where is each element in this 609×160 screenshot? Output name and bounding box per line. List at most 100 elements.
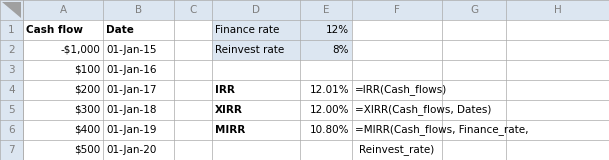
Bar xyxy=(352,80,442,100)
Bar xyxy=(442,120,506,140)
Text: =MIRR(Cash_flows, Finance_rate,: =MIRR(Cash_flows, Finance_rate, xyxy=(355,124,529,136)
Text: 10.80%: 10.80% xyxy=(309,125,349,135)
Bar xyxy=(103,20,174,40)
Text: Reinvest rate: Reinvest rate xyxy=(215,45,284,55)
Text: 12.01%: 12.01% xyxy=(309,85,349,95)
Text: $500: $500 xyxy=(74,145,100,155)
Text: H: H xyxy=(554,5,561,15)
Bar xyxy=(212,140,300,160)
Bar xyxy=(212,0,300,20)
Polygon shape xyxy=(2,2,21,18)
Bar xyxy=(103,100,174,120)
Bar xyxy=(212,40,300,60)
Bar xyxy=(212,40,300,60)
Bar xyxy=(103,0,174,20)
Text: Cash flow: Cash flow xyxy=(26,25,83,35)
Text: IRR: IRR xyxy=(215,85,235,95)
Bar xyxy=(300,60,352,80)
Bar xyxy=(174,120,212,140)
Text: Reinvest_rate): Reinvest_rate) xyxy=(359,144,435,156)
Bar xyxy=(352,100,442,120)
Bar xyxy=(442,40,506,60)
Bar xyxy=(506,60,609,80)
Bar xyxy=(174,40,212,60)
Text: -$1,000: -$1,000 xyxy=(60,45,100,55)
Bar xyxy=(103,40,174,60)
Bar xyxy=(23,0,103,20)
Text: $300: $300 xyxy=(74,105,100,115)
Bar xyxy=(506,140,609,160)
Bar xyxy=(352,0,442,20)
Text: 01-Jan-15: 01-Jan-15 xyxy=(106,45,157,55)
Bar xyxy=(300,120,352,140)
Text: $200: $200 xyxy=(74,85,100,95)
Bar xyxy=(300,20,352,40)
Bar xyxy=(352,40,442,60)
Bar xyxy=(212,20,300,40)
Text: E: E xyxy=(323,5,329,15)
Bar xyxy=(212,120,300,140)
Bar xyxy=(174,20,212,40)
Text: 5: 5 xyxy=(8,105,15,115)
Text: =XIRR(Cash_flows, Dates): =XIRR(Cash_flows, Dates) xyxy=(355,104,491,116)
Bar xyxy=(103,120,174,140)
Bar xyxy=(212,100,300,120)
Bar xyxy=(300,0,352,20)
Bar xyxy=(352,140,442,160)
Bar xyxy=(174,60,212,80)
Text: Finance rate: Finance rate xyxy=(215,25,280,35)
Text: =IRR(Cash_flows): =IRR(Cash_flows) xyxy=(355,84,447,96)
Bar xyxy=(23,80,103,100)
Bar xyxy=(0,120,23,140)
Bar xyxy=(0,80,23,100)
Bar xyxy=(0,100,23,120)
Text: 01-Jan-20: 01-Jan-20 xyxy=(106,145,157,155)
Bar xyxy=(506,120,609,140)
Bar xyxy=(103,140,174,160)
Bar xyxy=(506,0,609,20)
Bar xyxy=(0,40,23,60)
Bar xyxy=(442,80,506,100)
Text: 01-Jan-16: 01-Jan-16 xyxy=(106,65,157,75)
Bar xyxy=(174,0,212,20)
Text: 01-Jan-18: 01-Jan-18 xyxy=(106,105,157,115)
Bar xyxy=(442,20,506,40)
Bar xyxy=(23,60,103,80)
Bar xyxy=(0,20,23,40)
Bar xyxy=(300,140,352,160)
Text: A: A xyxy=(60,5,66,15)
Bar xyxy=(23,20,103,40)
Text: 2: 2 xyxy=(8,45,15,55)
Bar xyxy=(300,100,352,120)
Bar xyxy=(300,20,352,40)
Bar xyxy=(0,60,23,80)
Bar xyxy=(442,60,506,80)
Bar xyxy=(23,140,103,160)
Bar xyxy=(506,80,609,100)
Bar xyxy=(23,100,103,120)
Bar xyxy=(300,40,352,60)
Bar xyxy=(300,40,352,60)
Text: MIRR: MIRR xyxy=(215,125,245,135)
Text: 4: 4 xyxy=(8,85,15,95)
Bar xyxy=(212,60,300,80)
Text: D: D xyxy=(252,5,260,15)
Bar xyxy=(103,80,174,100)
Bar xyxy=(174,80,212,100)
Bar xyxy=(23,40,103,60)
Bar xyxy=(506,20,609,40)
Text: 7: 7 xyxy=(8,145,15,155)
Bar xyxy=(352,60,442,80)
Text: 12%: 12% xyxy=(326,25,349,35)
Text: 3: 3 xyxy=(8,65,15,75)
Text: 6: 6 xyxy=(8,125,15,135)
Bar xyxy=(0,140,23,160)
Bar xyxy=(506,40,609,60)
Bar xyxy=(23,120,103,140)
Bar xyxy=(174,140,212,160)
Text: 1: 1 xyxy=(8,25,15,35)
Text: C: C xyxy=(189,5,197,15)
Bar xyxy=(300,80,352,100)
Text: 8%: 8% xyxy=(333,45,349,55)
Bar xyxy=(442,100,506,120)
